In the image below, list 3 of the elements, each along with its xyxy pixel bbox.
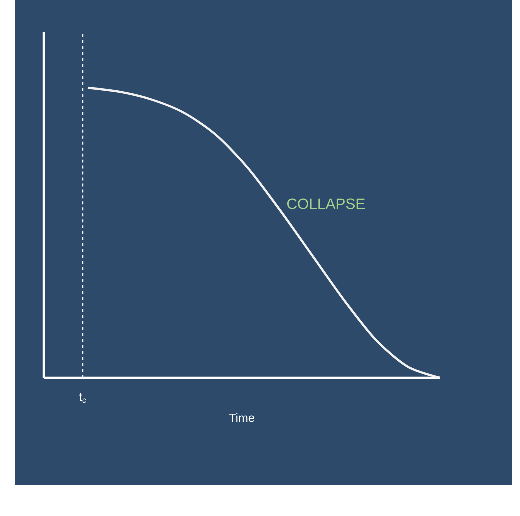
x-axis-title: Time — [229, 414, 255, 422]
text: t$_{c}$ — [79, 394, 86, 404]
annotation: COLLAPSE — [287, 198, 365, 210]
